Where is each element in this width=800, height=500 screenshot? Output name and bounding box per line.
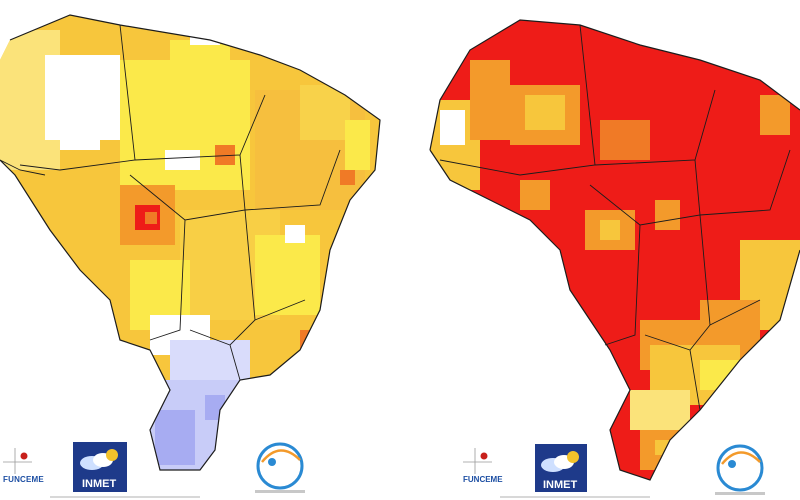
inmet-label: INMET xyxy=(543,479,578,491)
map-left-light-yellow xyxy=(345,120,370,170)
map-left-country-border xyxy=(0,159,46,176)
inmet-label: INMET xyxy=(82,478,117,490)
funceme-label: FUNCEME xyxy=(3,475,44,484)
funceme-label: FUNCEME xyxy=(463,475,503,484)
map-right-light-yellow xyxy=(630,390,690,430)
map-right-orange xyxy=(655,200,680,230)
map-right-gold xyxy=(525,95,565,130)
map-right-white-area xyxy=(440,110,465,145)
cptec-logo-icon xyxy=(715,444,765,495)
map-left-orange-spot xyxy=(145,212,157,224)
map-left-orange-spot xyxy=(215,145,235,165)
map-right-orange xyxy=(470,60,510,140)
map-left-state-borders xyxy=(19,24,341,381)
map-left-periwinkle xyxy=(155,410,195,465)
footer-caption-left xyxy=(50,496,200,498)
footer-caption-right xyxy=(500,496,650,498)
funceme-logo-icon xyxy=(3,448,32,474)
map-right-gold xyxy=(655,440,670,455)
map-left-light-yellow xyxy=(255,235,320,315)
map-left-outline xyxy=(0,14,381,471)
map-left-white-area xyxy=(285,225,305,243)
inmet-logo-icon xyxy=(535,444,587,492)
map-left-white-area xyxy=(45,55,120,140)
map-left xyxy=(0,14,381,471)
funceme-logo-icon xyxy=(463,448,492,474)
map-right-orange xyxy=(520,180,550,210)
map-right-orange xyxy=(760,95,790,135)
cptec-logo-icon xyxy=(255,442,305,493)
map-left-white-area xyxy=(165,150,200,170)
map-left-light-yellow xyxy=(120,60,250,190)
inmet-logo-icon xyxy=(73,442,127,492)
map-right-state-borders xyxy=(439,24,791,411)
map-left-white-area xyxy=(60,130,100,150)
map-right-gold xyxy=(600,220,620,240)
map-left-orange-spot xyxy=(340,170,355,185)
map-left-white-area xyxy=(190,15,220,45)
map-left-region xyxy=(300,85,350,140)
map-right-orange xyxy=(600,120,650,160)
map-right xyxy=(429,19,800,481)
